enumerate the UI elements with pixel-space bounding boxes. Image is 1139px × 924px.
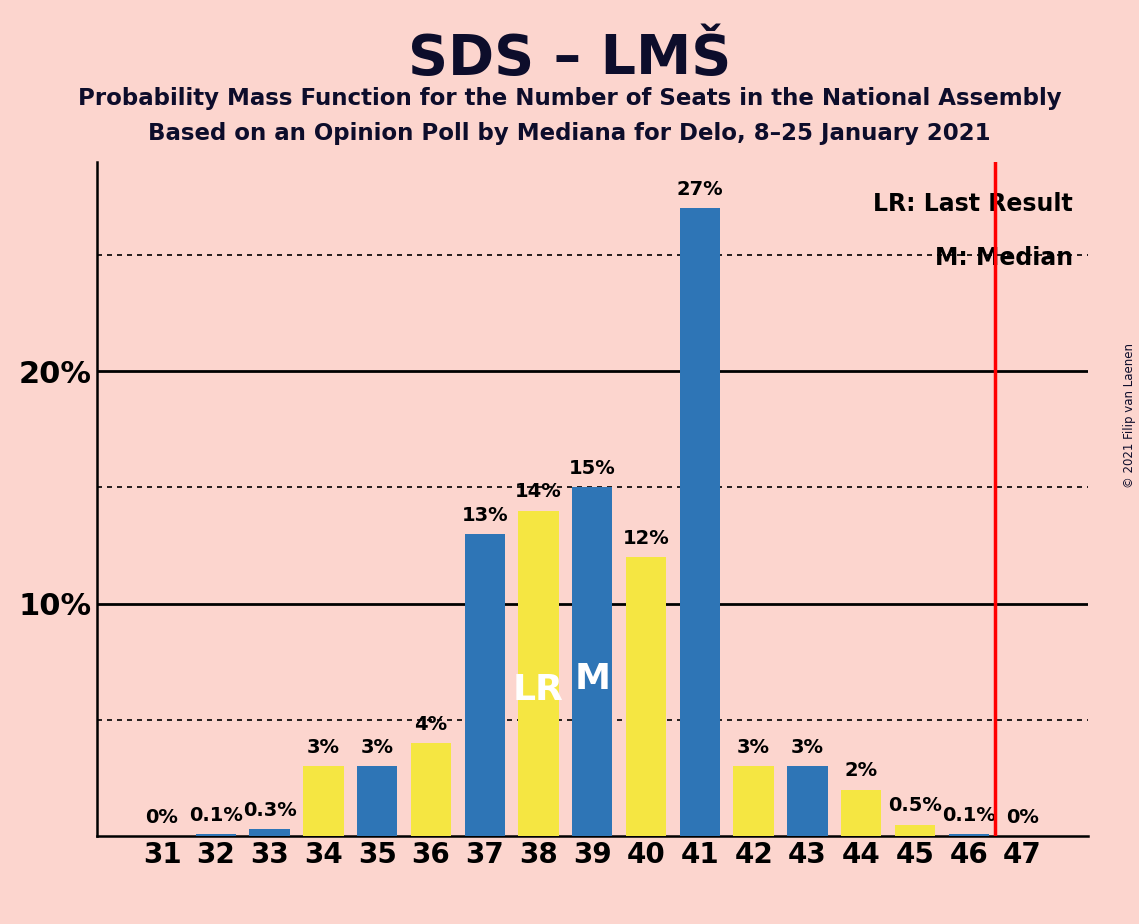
Bar bbox=[787, 766, 828, 836]
Bar bbox=[249, 829, 289, 836]
Text: SDS – LMŠ: SDS – LMŠ bbox=[408, 32, 731, 86]
Text: LR: Last Result: LR: Last Result bbox=[874, 192, 1073, 216]
Text: 15%: 15% bbox=[568, 459, 616, 478]
Text: 0.3%: 0.3% bbox=[243, 801, 296, 820]
Bar bbox=[518, 511, 558, 836]
Text: 3%: 3% bbox=[737, 738, 770, 757]
Bar bbox=[895, 824, 935, 836]
Text: © 2021 Filip van Laenen: © 2021 Filip van Laenen bbox=[1123, 344, 1137, 488]
Text: 4%: 4% bbox=[415, 715, 448, 734]
Text: 27%: 27% bbox=[677, 180, 723, 199]
Text: 0%: 0% bbox=[1006, 808, 1039, 827]
Text: 13%: 13% bbox=[461, 505, 508, 525]
Text: 3%: 3% bbox=[790, 738, 823, 757]
Bar bbox=[626, 557, 666, 836]
Bar bbox=[357, 766, 398, 836]
Bar bbox=[465, 534, 505, 836]
Text: 0.1%: 0.1% bbox=[942, 806, 995, 824]
Text: LR: LR bbox=[513, 673, 564, 707]
Bar bbox=[841, 790, 882, 836]
Text: Probability Mass Function for the Number of Seats in the National Assembly: Probability Mass Function for the Number… bbox=[77, 87, 1062, 110]
Text: 12%: 12% bbox=[623, 529, 670, 548]
Text: 2%: 2% bbox=[845, 761, 878, 781]
Text: 0.5%: 0.5% bbox=[888, 796, 942, 815]
Bar bbox=[680, 208, 720, 836]
Bar bbox=[949, 833, 989, 836]
Text: M: Median: M: Median bbox=[935, 246, 1073, 270]
Text: 0.1%: 0.1% bbox=[189, 806, 243, 824]
Text: 14%: 14% bbox=[515, 482, 562, 502]
Text: 0%: 0% bbox=[146, 808, 179, 827]
Bar bbox=[572, 487, 613, 836]
Text: M: M bbox=[574, 663, 611, 696]
Text: Based on an Opinion Poll by Mediana for Delo, 8–25 January 2021: Based on an Opinion Poll by Mediana for … bbox=[148, 122, 991, 145]
Bar bbox=[303, 766, 344, 836]
Bar bbox=[196, 833, 236, 836]
Bar bbox=[411, 743, 451, 836]
Text: 3%: 3% bbox=[361, 738, 394, 757]
Text: 3%: 3% bbox=[306, 738, 339, 757]
Bar bbox=[734, 766, 773, 836]
